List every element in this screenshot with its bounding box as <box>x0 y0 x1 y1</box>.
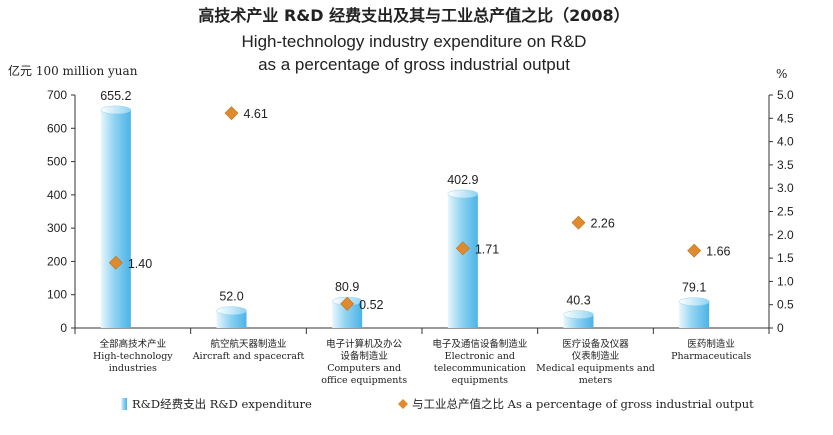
y-right-tick-label: 0 <box>777 321 784 335</box>
y-right-tick-label: 0.5 <box>777 298 794 312</box>
bar-value-label: 79.1 <box>682 281 706 295</box>
legend-bar-label: R&D经费支出 R&D expenditure <box>132 397 312 411</box>
data-labels: 655.2 1.40 52.0 4.61 80.90.52 402.9 1.71 40.3 2.… <box>100 89 730 312</box>
bar <box>100 109 131 328</box>
bar-cap <box>447 189 479 199</box>
category-label-cn: 电子及通信设备制造业 <box>432 338 527 350</box>
category-label-en: Aircraft and spacecraft <box>192 351 305 362</box>
bar-series <box>100 105 710 328</box>
bar <box>679 301 710 328</box>
y-right-tick-label: 2.5 <box>777 205 794 219</box>
legend-bar-swatch <box>121 398 127 410</box>
category-label-en: Pharmaceuticals <box>671 351 751 362</box>
category-label-en: office equipments <box>321 375 407 386</box>
bar-value-label: 52.0 <box>219 290 243 304</box>
chart-title-cn: 高技术产业 R&D 经费支出及其与工业总产值之比（2008） <box>198 6 629 25</box>
category-label-en: telecommunication <box>434 363 526 374</box>
category-label-en: industries <box>109 363 157 374</box>
bar <box>447 193 478 328</box>
marker-value-label: 4.61 <box>244 107 268 121</box>
marker-point <box>571 215 586 230</box>
marker-value-label: 1.66 <box>706 245 730 259</box>
y-left-tick-label: 400 <box>47 188 67 202</box>
y-left-axis-label: 亿元 100 million yuan <box>8 63 138 78</box>
y-right-tick-label: 4.0 <box>777 135 794 149</box>
category-label-cn2: 仪表制造业 <box>572 350 620 362</box>
bar-cap <box>678 297 710 306</box>
category-label-en: Electronic and <box>445 351 515 362</box>
chart-title-en-line2: as a percentage of gross industrial outp… <box>258 55 570 74</box>
bar-value-label: 80.9 <box>335 280 359 294</box>
legend-marker-label: 与工业总产值之比 As a percentage of gross indust… <box>412 397 754 411</box>
marker-point <box>224 106 239 121</box>
category-label-cn2: 设备制造业 <box>340 350 388 362</box>
marker-value-label: 1.71 <box>475 242 499 256</box>
category-label-en: Computers and <box>327 363 401 374</box>
y-left-tick-label: 0 <box>60 321 67 335</box>
marker-value-label: 0.52 <box>359 298 383 312</box>
y-right-axis-label: % <box>776 67 787 81</box>
marker-point <box>108 255 123 270</box>
bar <box>216 310 247 328</box>
marker-value-label: 2.26 <box>591 217 615 231</box>
category-label-cn: 医药制造业 <box>687 338 735 350</box>
marker-point <box>455 241 470 256</box>
marker-point <box>340 296 355 311</box>
y-right-tick-label: 2.0 <box>777 228 794 242</box>
category-label-cn: 电子计算机及办公 <box>326 338 403 350</box>
y-left-tick-label: 300 <box>47 221 67 235</box>
bar-value-label: 655.2 <box>100 89 131 103</box>
y-right-tick-label: 4.5 <box>777 111 794 125</box>
y-right-tick-label: 3.0 <box>777 181 794 195</box>
marker-value-label: 1.40 <box>128 257 152 271</box>
axes: 0 100 200 300 400 500 600 700 0 0.5 1.0 1.5 2.0 2.5 3.… <box>47 88 794 335</box>
bar-cap <box>563 310 594 319</box>
marker-point <box>687 243 702 258</box>
y-right-tick-label: 1.0 <box>777 274 794 288</box>
chart-title-en-line1: High-technology industry expenditure on … <box>242 32 587 51</box>
category-label-cn: 全部高技术产业 <box>100 338 167 350</box>
legend: R&D经费支出 R&D expenditure 与工业总产值之比 As a pe… <box>121 397 754 411</box>
bar-cap <box>100 105 132 115</box>
y-right-tick-label: 1.5 <box>777 251 794 265</box>
y-right-tick-label: 5.0 <box>777 88 794 102</box>
bar-cap <box>216 306 247 315</box>
bar-value-label: 40.3 <box>566 294 590 308</box>
y-left-tick-label: 200 <box>47 254 67 268</box>
y-right-tick-label: 3.5 <box>777 158 794 172</box>
y-left-tick-label: 500 <box>47 155 67 169</box>
bar-value-label: 402.9 <box>447 173 478 187</box>
category-label-en: Medical equipments and <box>536 363 655 374</box>
category-label-en: High-technology <box>93 351 173 362</box>
category-label-cn: 医疗设备及仪器 <box>562 338 629 350</box>
category-label-cn: 航空航天器制造业 <box>210 338 286 350</box>
y-left-tick-label: 100 <box>47 288 67 302</box>
marker-series <box>108 106 702 311</box>
y-left-tick-label: 700 <box>47 88 67 102</box>
category-label-en: meters <box>579 375 613 386</box>
legend-marker-swatch <box>398 399 408 409</box>
category-label-en: equipments <box>452 375 509 386</box>
y-left-tick-label: 600 <box>47 121 67 135</box>
